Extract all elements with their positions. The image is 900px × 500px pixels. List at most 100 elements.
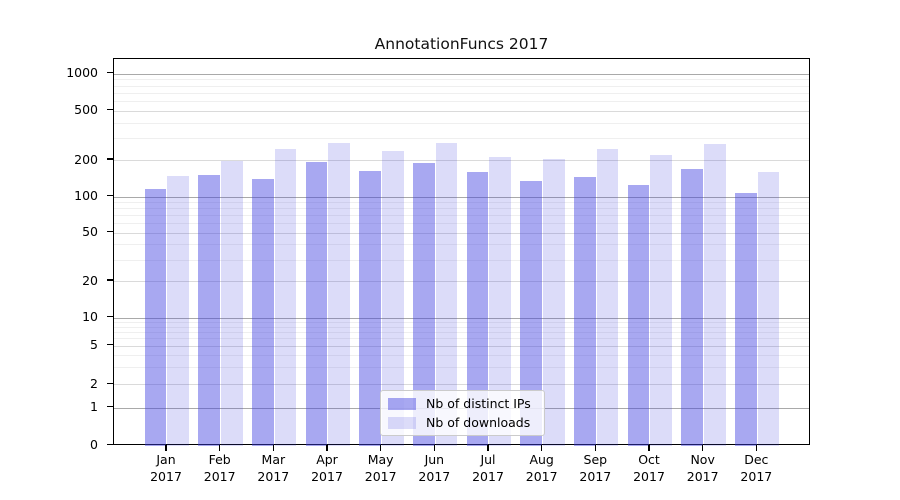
bar-distinct-ips <box>520 181 543 446</box>
bar-downloads <box>650 155 673 446</box>
x-tick-label: Feb 2017 <box>203 452 236 484</box>
legend: Nb of distinct IPs Nb of downloads <box>380 390 545 436</box>
gridline-major <box>114 317 809 319</box>
y-tick-mark <box>107 279 113 281</box>
y-tick-mark <box>107 382 113 384</box>
x-tick-label: Apr 2017 <box>311 452 343 484</box>
y-tick-label: 1 <box>90 399 98 415</box>
x-tick-mark <box>594 445 597 451</box>
legend-label-distinct-ips: Nb of distinct IPs <box>426 396 531 411</box>
bar-downloads <box>757 171 780 446</box>
gridline-major <box>114 73 809 75</box>
bar-downloads <box>274 148 297 446</box>
y-tick-mark <box>107 72 113 74</box>
y-tick-label: 500 <box>74 102 98 117</box>
y-tick-mark <box>107 195 113 197</box>
x-tick-label: Aug 2017 <box>525 452 558 484</box>
x-tick-mark <box>540 445 543 451</box>
legend-label-downloads: Nb of downloads <box>426 415 531 430</box>
legend-row-distinct-ips: Nb of distinct IPs <box>388 396 544 412</box>
y-tick-mark <box>107 343 113 346</box>
x-tick-mark <box>433 445 436 451</box>
bar-distinct-ips <box>466 172 489 446</box>
y-tick-label: 200 <box>74 151 98 167</box>
gridline-minor <box>114 338 809 340</box>
x-tick-mark <box>272 445 275 451</box>
y-tick-mark <box>107 231 113 233</box>
gridline-minor <box>114 259 809 261</box>
y-tick-mark <box>107 443 113 445</box>
bar-distinct-ips <box>305 161 328 446</box>
bar-distinct-ips <box>198 174 221 446</box>
chart-title: AnnotationFuncs 2017 <box>374 35 549 53</box>
y-tick-label: 5 <box>90 337 98 352</box>
x-tick-label: Mar 2017 <box>257 452 290 484</box>
y-tick-label: 20 <box>82 272 98 288</box>
gridline <box>114 345 809 347</box>
gridline-minor <box>114 354 809 356</box>
x-tick-label: Jul 2017 <box>472 452 504 484</box>
legend-swatch-downloads <box>388 416 416 429</box>
bar-distinct-ips <box>252 178 274 446</box>
gridline-minor <box>114 215 809 217</box>
gridline <box>114 160 809 161</box>
bar-downloads <box>167 175 190 446</box>
gridline-minor <box>114 79 809 81</box>
x-tick-mark <box>165 445 167 451</box>
x-tick-mark <box>648 445 650 451</box>
y-tick-label: 2 <box>90 375 98 391</box>
gridline <box>114 232 809 234</box>
bar-distinct-ips <box>359 170 382 446</box>
gridline-minor <box>114 100 809 102</box>
x-tick-label: Sep 2017 <box>579 452 612 484</box>
gridline-minor <box>114 244 809 246</box>
legend-row-downloads: Nb of downloads <box>388 415 544 431</box>
bar-downloads <box>328 142 351 446</box>
gridline-minor <box>114 92 809 94</box>
x-tick-label: Jan 2017 <box>150 452 182 484</box>
bar-downloads <box>704 143 726 446</box>
x-tick-mark <box>487 445 489 451</box>
y-tick-label: 50 <box>82 224 98 240</box>
bar-distinct-ips <box>574 177 596 446</box>
gridline <box>114 384 809 386</box>
x-tick-mark <box>379 445 382 451</box>
legend-swatch-distinct-ips <box>388 397 416 410</box>
gridline-minor <box>114 85 809 87</box>
x-tick-mark <box>755 445 758 451</box>
gridline-minor <box>114 122 809 124</box>
bar-downloads <box>543 158 565 446</box>
gridline <box>114 281 809 282</box>
gridline-minor <box>114 367 809 369</box>
y-tick-mark <box>107 316 113 318</box>
bar-downloads <box>435 142 458 446</box>
bar-downloads <box>382 150 404 446</box>
y-tick-label: 1000 <box>66 65 98 81</box>
y-tick-label: 0 <box>90 436 98 452</box>
bar-distinct-ips <box>413 163 435 446</box>
bar-distinct-ips <box>144 188 167 446</box>
plot-area: Nb of distinct IPs Nb of downloads <box>113 58 810 446</box>
gridline-minor <box>114 202 809 204</box>
bar-distinct-ips <box>627 184 650 446</box>
bar-downloads <box>489 156 512 446</box>
gridline-minor <box>114 332 809 333</box>
x-tick-label: Oct 2017 <box>633 452 665 484</box>
gridline-minor <box>114 208 809 210</box>
gridline <box>114 110 809 112</box>
y-tick-mark <box>107 158 113 160</box>
x-tick-mark <box>218 445 221 451</box>
bar-distinct-ips <box>735 192 757 446</box>
y-tick-mark <box>107 108 113 111</box>
bar-distinct-ips <box>681 168 704 446</box>
y-tick-mark <box>107 406 113 408</box>
x-tick-label: Dec 2017 <box>740 452 773 484</box>
gridline-minor <box>114 321 809 323</box>
x-tick-mark <box>701 445 704 451</box>
gridline-minor <box>114 223 809 225</box>
gridline-minor <box>114 138 809 140</box>
x-tick-label: Nov 2017 <box>686 452 719 484</box>
gridline-minor <box>114 326 809 328</box>
y-tick-label: 10 <box>82 309 98 325</box>
